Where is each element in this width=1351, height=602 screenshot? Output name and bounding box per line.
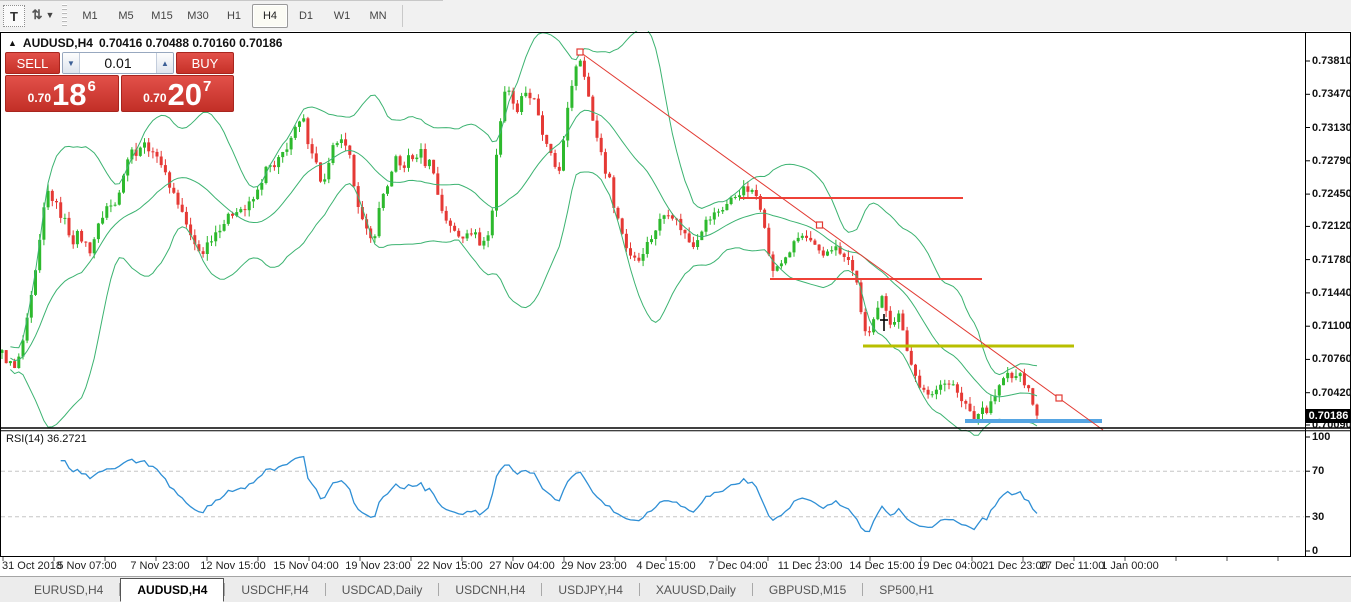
timeframe-button-h1[interactable]: H1 [226, 9, 242, 22]
chart-tab-eurusd-h4[interactable]: EURUSD,H4 [34, 582, 104, 597]
sell-button[interactable]: SELL [5, 52, 60, 74]
chart-tab-usdcad-daily[interactable]: USDCAD,Daily [341, 582, 423, 597]
tab-separator [751, 583, 753, 596]
timeframe-button-d1[interactable]: D1 [298, 9, 314, 22]
tab-separator [119, 583, 121, 596]
toolbar-grip[interactable] [62, 4, 67, 27]
price-axis-tick: 0.73470 [1312, 88, 1351, 100]
price-axis-tick: 0.73130 [1312, 122, 1351, 134]
tab-separator [862, 583, 864, 596]
text-tool-icon[interactable]: T [3, 5, 25, 27]
time-axis-label: 5 Nov 07:00 [57, 560, 117, 572]
time-axis-label: 7 Nov 23:00 [130, 560, 190, 572]
price-axis-tick: 0.70420 [1312, 387, 1351, 399]
time-axis-label: 11 Dec 23:00 [777, 560, 843, 572]
rsi-axis-tick: 70 [1312, 465, 1325, 477]
chart-tab-usdchf-h4[interactable]: USDCHF,H4 [241, 582, 309, 597]
buy-button[interactable]: BUY [176, 52, 234, 74]
rsi-axis-tick: 30 [1312, 511, 1325, 523]
timeframe-button-h4[interactable]: H4 [252, 3, 288, 28]
timeframe-button-m30[interactable]: M30 [187, 9, 209, 22]
chart-symbol: AUDUSD,H4 [22, 36, 93, 50]
buy-price-point: 7 [203, 78, 212, 95]
chart-tab-xauusd-daily[interactable]: XAUUSD,Daily [655, 582, 736, 597]
rsi-indicator-label: RSI(14) 36.2721 [6, 433, 87, 445]
time-axis-label: 21 Dec 23:00 [982, 560, 1048, 572]
volume-increase-button[interactable]: ▲ [156, 53, 173, 73]
timeframe-button-mn[interactable]: MN [369, 9, 387, 22]
time-axis-label: 19 Dec 04:00 [917, 560, 983, 572]
time-axis-label: 31 Oct 2018 [2, 560, 62, 572]
price-axis-tick: 0.71780 [1312, 254, 1351, 266]
sell-price-point: 6 [87, 78, 96, 95]
chevron-down-icon: ▼ [45, 10, 55, 20]
price-axis-tick: 0.72790 [1312, 155, 1351, 167]
chart-tab-bar: EURUSD,H4 AUDUSD,H4 USDCHF,H4 USDCAD,Daily U… [0, 576, 1351, 602]
sell-price-button[interactable]: 0.70 18 6 [5, 75, 119, 112]
tab-separator [541, 583, 543, 596]
time-axis-label: 27 Nov 04:00 [489, 560, 555, 572]
tab-separator [438, 583, 440, 596]
timeframe-toolbar: M1 M5 M15 M30 H1 H4 D1 W1 MN [72, 3, 403, 28]
toolbar: T ⇅ ▼ M1 M5 M15 M30 H1 H4 D1 W1 MN [0, 0, 1351, 31]
time-axis-label: 1 Jan 00:00 [1101, 560, 1159, 572]
time-axis-label: 19 Nov 23:00 [345, 560, 411, 572]
time-axis-label: 14 Dec 15:00 [849, 560, 915, 572]
arrange-windows-icon[interactable]: ⇅ ▼ [28, 5, 58, 25]
tab-separator [638, 583, 640, 596]
time-axis-label: 12 Nov 15:00 [200, 560, 266, 572]
volume-stepper: ▼ ▲ [62, 52, 174, 74]
chart-tab-usdjpy-h4[interactable]: USDJPY,H4 [558, 582, 623, 597]
time-axis-label: 7 Dec 04:00 [708, 560, 768, 572]
chart-tab-sp500-h1[interactable]: SP500,H1 [879, 582, 934, 597]
buy-price-pips: 20 [167, 77, 202, 112]
price-axis-tick: 0.72450 [1312, 188, 1351, 200]
sell-price-prefix: 0.70 [27, 91, 52, 105]
chart-title: ▲ AUDUSD,H4 0.70416 0.70488 0.70160 0.70… [8, 36, 282, 50]
timeframe-button-m15[interactable]: M15 [151, 9, 173, 22]
timeframe-button-m1[interactable]: M1 [82, 9, 98, 22]
chart-ohlc-values: 0.70416 0.70488 0.70160 0.70186 [98, 36, 283, 50]
collapse-arrow-icon[interactable]: ▲ [8, 38, 17, 48]
time-axis-label: 29 Nov 23:00 [561, 560, 627, 572]
time-axis-label: 27 Dec 11:00 [1039, 560, 1105, 572]
chart-tab-audusd-h4[interactable]: AUDUSD,H4 [120, 578, 225, 602]
tab-separator [224, 583, 226, 596]
time-axis-label: 4 Dec 15:00 [636, 560, 696, 572]
buy-price-prefix: 0.70 [143, 91, 167, 105]
price-axis-tick: 0.71440 [1312, 287, 1351, 299]
toolbar-edge [0, 0, 443, 1]
one-click-trading-panel: SELL ▼ ▲ BUY 0.70 18 6 0.70 20 7 [5, 52, 234, 112]
timeframe-button-w1[interactable]: W1 [333, 9, 351, 22]
time-axis-label: 15 Nov 04:00 [273, 560, 339, 572]
rsi-axis-tick: 100 [1312, 431, 1331, 443]
current-price-tag: 0.70186 [1306, 409, 1351, 423]
price-axis-tick: 0.73810 [1312, 55, 1351, 67]
volume-input[interactable] [80, 53, 156, 73]
buy-price-button[interactable]: 0.70 20 7 [120, 75, 234, 112]
chart-tab-gbpusd-m15[interactable]: GBPUSD,M15 [768, 582, 847, 597]
toolbar-separator [402, 4, 403, 27]
price-axis-tick: 0.72120 [1312, 220, 1351, 232]
rsi-axis-tick: 0 [1312, 545, 1319, 557]
timeframe-button-m5[interactable]: M5 [118, 9, 134, 22]
sort-arrows-icon: ⇅ [31, 7, 43, 22]
time-axis-label: 22 Nov 15:00 [417, 560, 483, 572]
chart-tab-usdcnh-h4[interactable]: USDCNH,H4 [455, 582, 526, 597]
price-axis-tick: 0.70760 [1312, 353, 1351, 365]
sell-price-pips: 18 [52, 77, 87, 112]
price-axis-tick: 0.71100 [1312, 320, 1351, 332]
volume-decrease-button[interactable]: ▼ [63, 53, 80, 73]
tab-separator [324, 583, 326, 596]
